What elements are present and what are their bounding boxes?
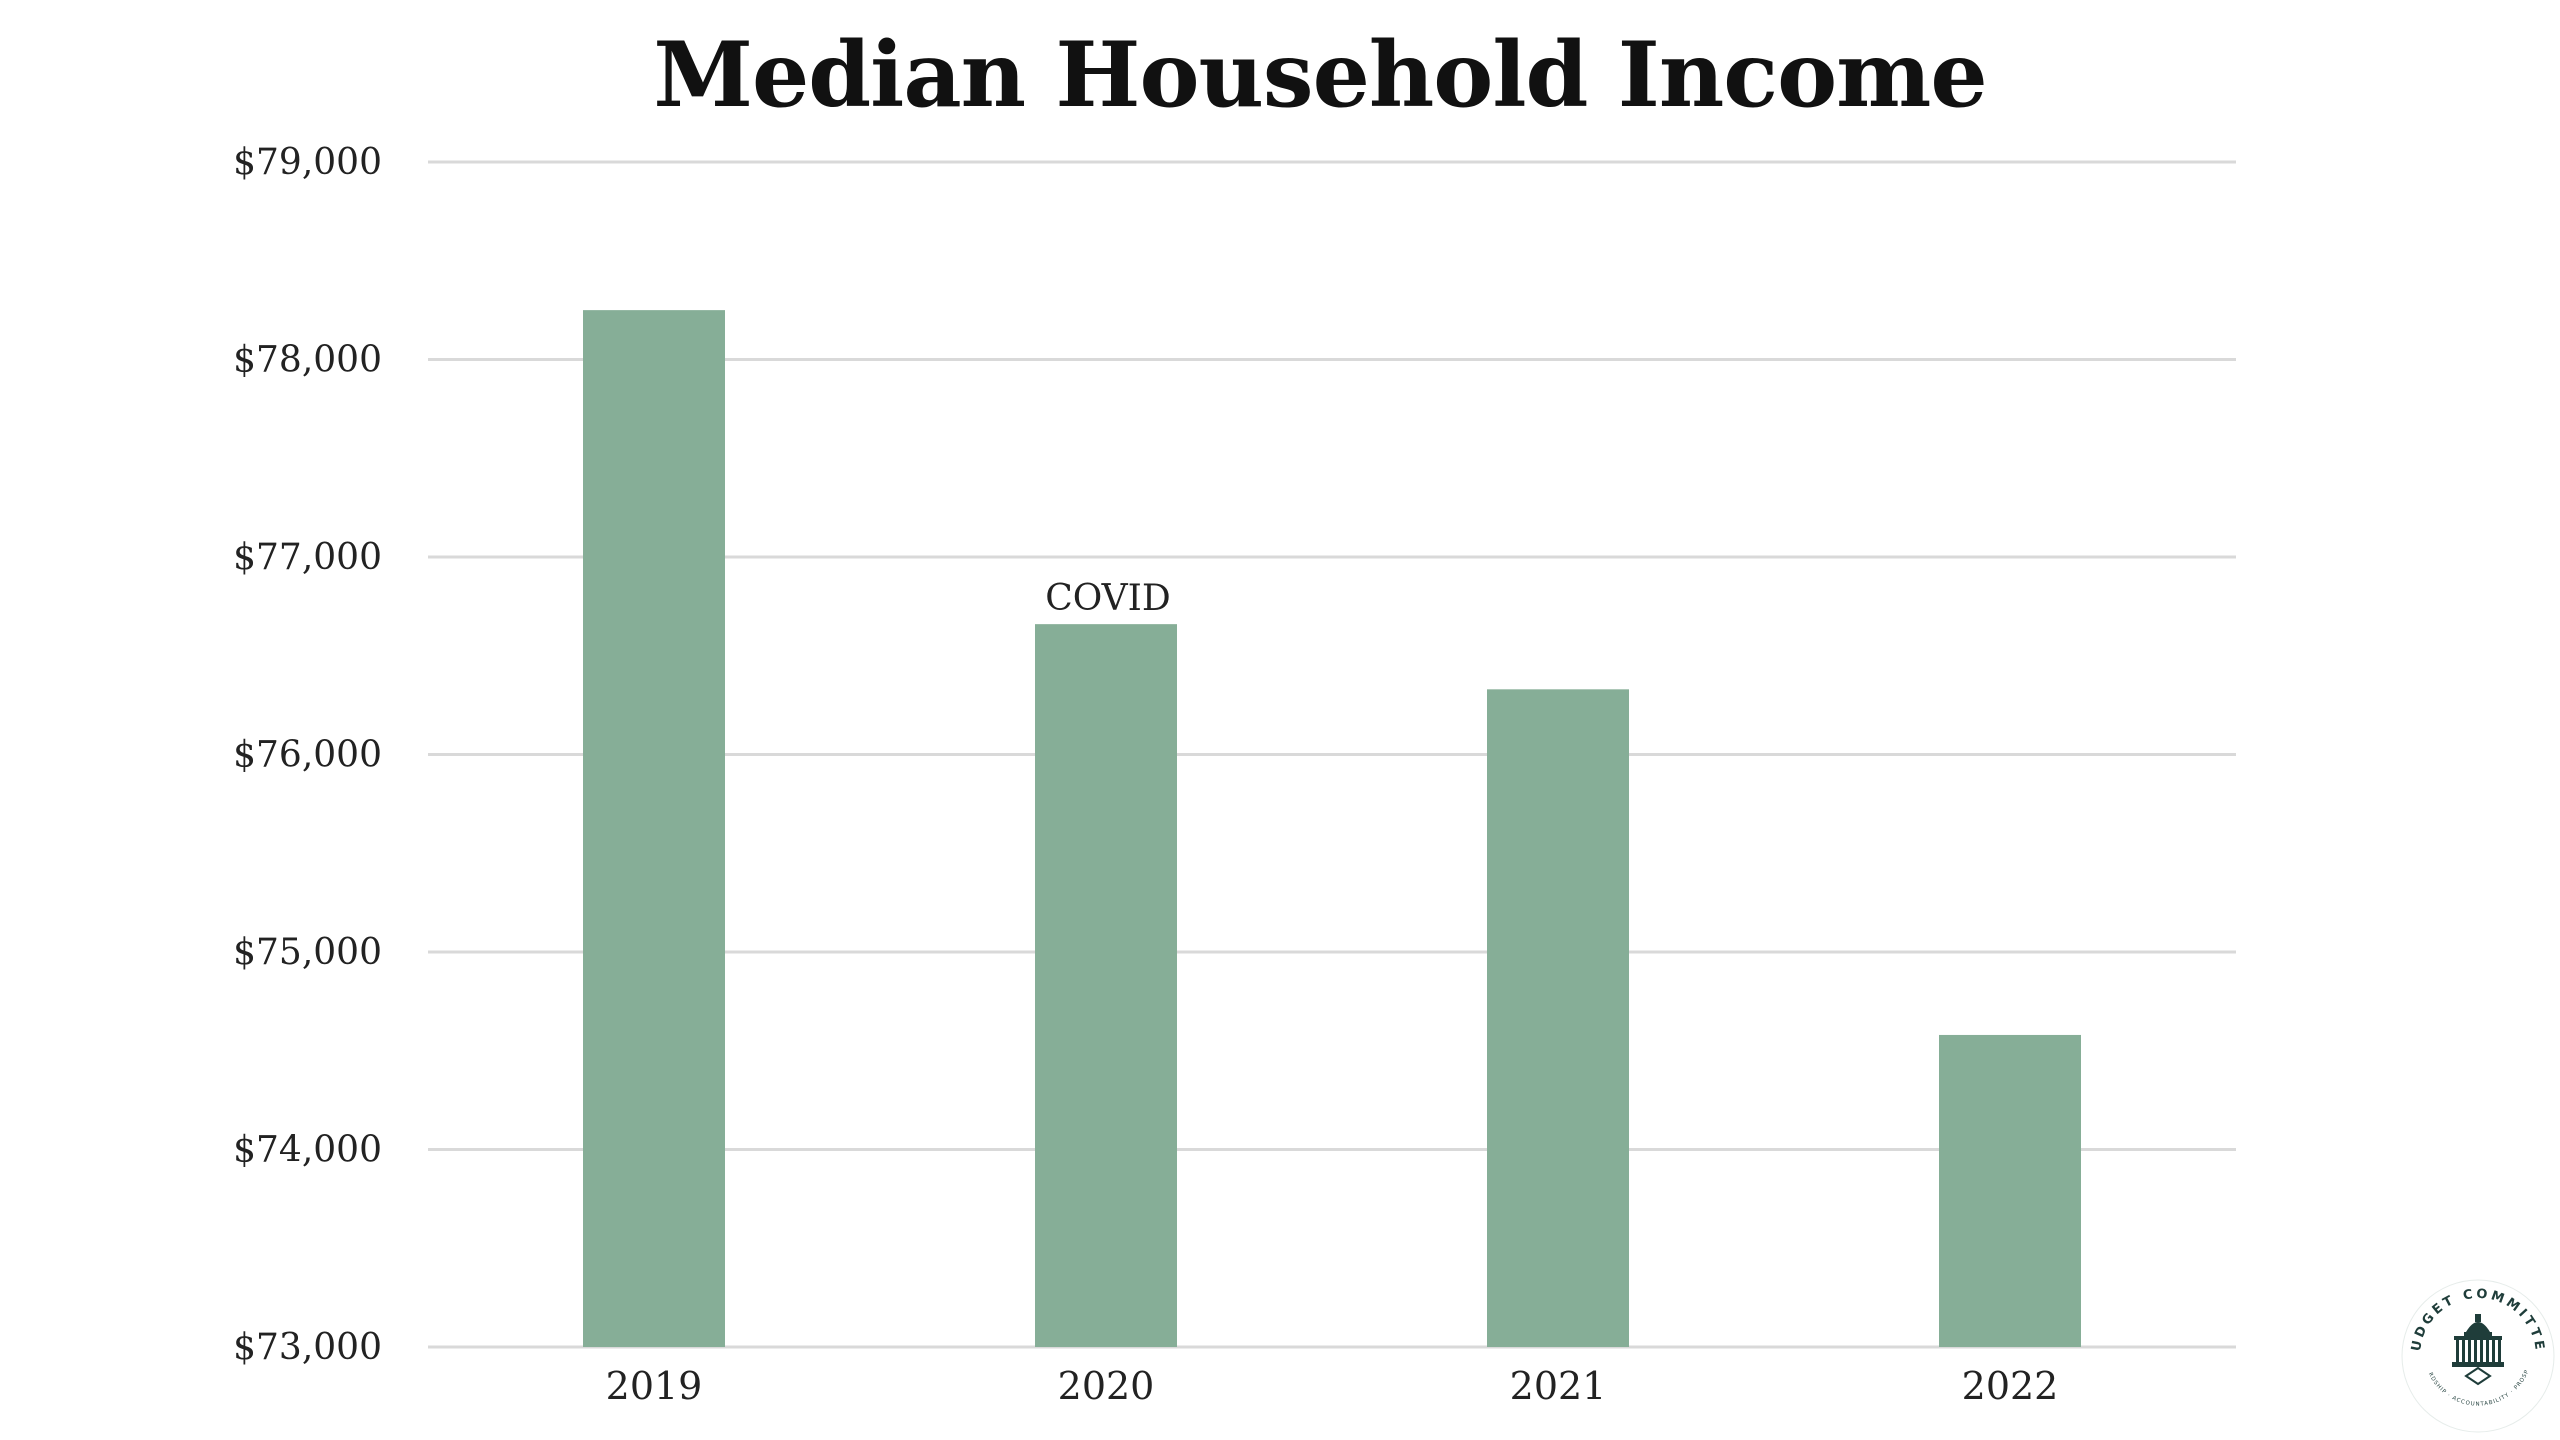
budget-committee-logo: BUDGET COMMITTEE STEWARDSHIP · ACCOUNTAB… xyxy=(2398,1276,2555,1433)
x-tick-label: 2019 xyxy=(606,1364,703,1408)
bar-2020 xyxy=(1035,624,1177,1347)
bar-2022 xyxy=(1939,1034,2081,1347)
y-tick-label: $73,000 xyxy=(233,1327,382,1368)
y-tick-label: $78,000 xyxy=(233,340,382,381)
capitol-building-icon xyxy=(2452,1314,2504,1386)
x-tick-label: 2021 xyxy=(1510,1364,1607,1408)
x-tick-label: 2022 xyxy=(1962,1364,2059,1408)
y-tick-label: $79,000 xyxy=(233,142,382,183)
y-axis-tick-labels: $73,000 $74,000 $75,000 $76,000 $77,000 $78,0… xyxy=(233,142,382,1368)
bar-2021 xyxy=(1487,689,1629,1347)
annotations: COVID xyxy=(1045,578,1171,619)
chart-title: Median Household Income xyxy=(653,22,1987,128)
annotation-label: COVID xyxy=(1045,578,1171,619)
grid-lines xyxy=(428,160,2236,1349)
y-tick-label: $75,000 xyxy=(233,932,382,973)
x-tick-label: 2020 xyxy=(1058,1364,1155,1408)
bars xyxy=(583,310,2081,1347)
bar-2019 xyxy=(583,310,725,1347)
x-axis-tick-labels: 2019 2020 2021 2022 xyxy=(606,1364,2059,1408)
y-tick-label: $74,000 xyxy=(233,1130,382,1171)
y-tick-label: $76,000 xyxy=(233,735,382,776)
y-tick-label: $77,000 xyxy=(233,537,382,578)
